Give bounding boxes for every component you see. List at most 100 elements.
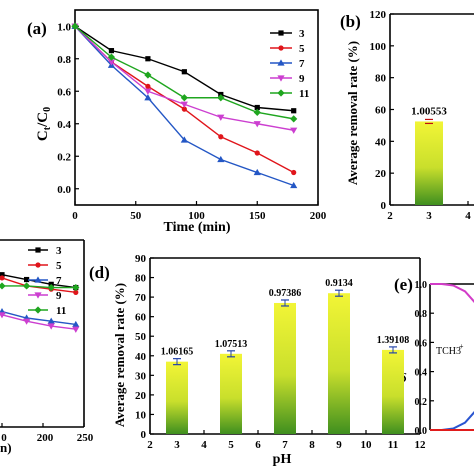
- chart-d-xtick-label: 11: [388, 439, 398, 451]
- chart-c-point: [0, 272, 5, 278]
- chart-a-point: [254, 104, 260, 111]
- chart-a-legend-label: 11: [299, 88, 309, 100]
- chart-a-frame: [74, 9, 319, 206]
- chart-d-data-label: 1.07513: [215, 339, 248, 350]
- chart-a-legend-label: 3: [299, 28, 305, 40]
- chart-e-series-line: [430, 283, 474, 303]
- chart-d-xtick-label: 9: [336, 439, 342, 451]
- chart-d-bar: [274, 302, 296, 434]
- chart-a: 0 50 100 150 200 0.0 0.2 0.4 0.6 0.8 1.0 3 5 7 9 11: [57, 9, 327, 222]
- chart-a-point: [71, 22, 79, 30]
- chart-c-legend-label: 11: [56, 305, 66, 317]
- panel-e-label: (e): [394, 275, 413, 294]
- chart-c-point: [47, 323, 55, 330]
- chart-d-xtick-label: 3: [174, 439, 180, 451]
- panel-b-label: (b): [340, 12, 361, 31]
- chart-c-point: [47, 317, 55, 324]
- chart-a-xtick-label: 200: [310, 210, 327, 222]
- svg-text:Ct/C0: Ct/C0: [35, 107, 53, 141]
- chart-c-point: [72, 283, 80, 292]
- chart-b-ytick-label: 120: [370, 9, 387, 21]
- chart-c-point: [72, 320, 80, 328]
- chart-c-legend-label: 3: [56, 245, 62, 257]
- chart-c-series-line: [1, 277, 76, 294]
- chart-c-series-line: [2, 285, 76, 289]
- chart-d-ytick-label: 60: [135, 312, 147, 324]
- chart-a-point: [107, 53, 116, 61]
- chart-d-xtick-label: 2: [147, 439, 153, 451]
- chart-c-xtick-label: 0: [1, 432, 7, 444]
- chart-a-point: [144, 71, 152, 79]
- chart-a-legend-label: 5: [299, 43, 305, 55]
- chart-a-point: [107, 59, 116, 66]
- chart-c-xlabel-fragment: n): [0, 440, 12, 455]
- chart-c-legend-marker: [34, 276, 42, 283]
- chart-c-point: [0, 312, 6, 319]
- chart-c-xtick-label: 250: [77, 432, 94, 444]
- chart-a-legend-marker: [278, 30, 284, 36]
- chart-d-xtick-label: 5: [228, 439, 234, 451]
- chart-a-point: [290, 115, 298, 123]
- chart-d-xtick-label: 6: [255, 439, 261, 451]
- chart-a-xlabel: Time (min): [163, 220, 230, 235]
- chart-e-ytick-label: 1.0: [415, 280, 428, 291]
- chart-a-point: [217, 114, 225, 121]
- chart-a-ytick-label: 0.2: [57, 151, 71, 163]
- chart-a-point: [181, 69, 187, 75]
- chart-c-point: [23, 318, 31, 325]
- chart-a-point: [290, 181, 298, 189]
- chart-a-ytick-label: 0.0: [57, 184, 71, 196]
- chart-a-legend-marker: [277, 59, 285, 66]
- chart-d-ytick-label: 40: [135, 351, 147, 363]
- chart-b-ytick-label: 40: [375, 136, 387, 148]
- chart-c-partial: 0 200 250 n) 3 5 7 9 11: [0, 239, 94, 455]
- chart-a-xtick-label: 150: [249, 210, 266, 222]
- chart-a-point: [145, 56, 151, 62]
- chart-a-point: [253, 108, 261, 116]
- charts-layer: 0 50 100 150 2000.00.20.40.60.81.03579110204…: [0, 9, 474, 455]
- chart-c-legend-label: 9: [56, 290, 62, 302]
- chart-a-point: [217, 94, 225, 102]
- chart-b-xtick-label: 2: [387, 210, 393, 222]
- chart-d-data-label: 0.9134: [325, 278, 353, 289]
- chart-c-series-line: [1, 310, 76, 326]
- chart-c-legend-label: 5: [56, 260, 62, 272]
- chart-a-point: [291, 108, 297, 114]
- chart-a-point: [291, 169, 297, 176]
- chart-c-legend-marker: [34, 306, 42, 314]
- chart-d-bar: [220, 353, 242, 434]
- chart-a-legend-label: 9: [299, 73, 305, 85]
- chart-a-legend-marker: [277, 75, 285, 82]
- chart-a-point: [180, 101, 188, 108]
- chart-c-legend-marker: [35, 247, 41, 253]
- chart-b-ytick-label: 80: [375, 73, 387, 85]
- chart-c-point: [72, 326, 80, 333]
- chart-e-annotation-sup: +: [459, 342, 464, 351]
- chart-b-ytick-label: 20: [375, 168, 387, 180]
- chart-e-ytick-label: 0.8: [415, 309, 428, 320]
- chart-b-bar: [415, 121, 443, 205]
- chart-a-point: [217, 155, 225, 163]
- chart-d-ylabel: Average removal rate (%): [112, 283, 127, 427]
- chart-a-legend-marker: [278, 45, 284, 51]
- chart-e-ytick-label: 0.2: [415, 397, 428, 408]
- chart-e-ytick-label: 0.4: [415, 368, 428, 379]
- chart-a-point: [181, 106, 187, 112]
- chart-a-ytick-label: 1.0: [57, 21, 71, 33]
- chart-b-ytick-label: 60: [375, 105, 387, 117]
- chart-e-annotation: TCH3: [436, 346, 461, 357]
- chart-c-xtick-label: 200: [37, 432, 54, 444]
- chart-c-legend-label: 7: [56, 275, 62, 287]
- chart-a-ytick-label: 0.4: [57, 119, 71, 131]
- chart-d-bar: [382, 349, 404, 434]
- chart-a-ylabel: Ct/C0: [35, 107, 53, 141]
- chart-d-ytick-label: 20: [135, 390, 147, 402]
- chart-a-point: [108, 48, 115, 54]
- chart-a-point: [144, 88, 152, 95]
- chart-c-legend-marker: [34, 292, 42, 299]
- chart-e-ytick-label: 0.0: [415, 426, 428, 437]
- chart-d-ytick-label: 0: [141, 429, 147, 441]
- chart-a-series-line: [74, 25, 294, 131]
